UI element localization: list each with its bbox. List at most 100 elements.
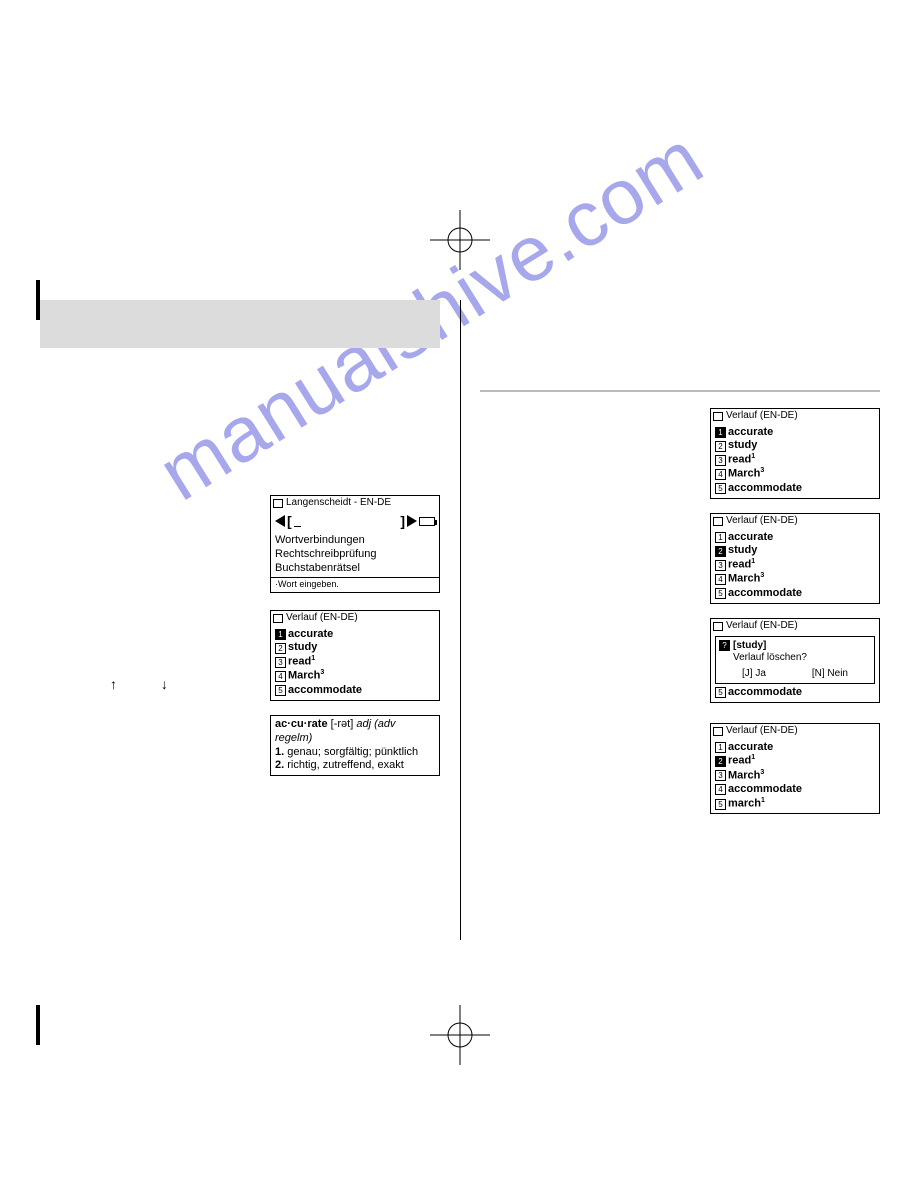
screen-header: Verlauf (EN-DE) — [711, 619, 879, 634]
item-word: accommodate — [288, 684, 362, 698]
pos-cont: regelm) — [275, 732, 312, 744]
dialog-no[interactable]: [N] Nein — [812, 668, 848, 681]
sense-line: 2. richtig, zutreffend, exakt — [275, 759, 435, 773]
definition-body: ac·cu·rate [-rət] adj (adv regelm) 1. ge… — [271, 716, 439, 775]
right-triangle-icon — [407, 515, 417, 527]
item-word: accurate — [728, 531, 773, 545]
dialog-yes[interactable]: [J] Ja — [742, 668, 766, 681]
dialog-word: [study] — [733, 640, 766, 651]
sense-text: richtig, zutreffend, exakt — [287, 759, 404, 771]
phonetic: [-rət] — [331, 718, 354, 730]
left-triangle-icon — [275, 515, 285, 527]
item-word: accommodate — [728, 783, 802, 797]
item-index: 4 — [275, 671, 286, 682]
list-item: 3read1 — [715, 453, 875, 467]
list-body: 1accurate 2study 3read1 4March3 5accommo… — [711, 424, 879, 498]
item-word: accurate — [288, 628, 333, 642]
registration-mark-bottom — [430, 1005, 490, 1065]
tab-icon — [273, 614, 283, 623]
menu-item: Buchstabenrätsel — [275, 562, 435, 576]
list-item: 3read1 — [715, 558, 875, 572]
menu-body: Wortverbindungen Rechtschreibprüfung Buc… — [271, 532, 439, 577]
list-item: 1accurate — [275, 628, 435, 642]
list-item: 5accommodate — [275, 684, 435, 698]
item-word: read — [728, 454, 751, 466]
screen-definition: ac·cu·rate [-rət] adj (adv regelm) 1. ge… — [270, 715, 440, 776]
item-sup: 1 — [761, 797, 765, 804]
list-item: 2read1 — [715, 754, 875, 768]
list-item: 5accommodate — [715, 482, 875, 496]
item-index: 5 — [715, 483, 726, 494]
tab-icon — [713, 412, 723, 421]
item-index: 2 — [715, 546, 726, 557]
item-word: accurate — [728, 741, 773, 755]
nav-arrows: ↑ ↓ — [110, 676, 208, 692]
screen-verlauf-a: Verlauf (EN-DE) 1accurate 2study 3read1 … — [270, 610, 440, 701]
list-item: 5accommodate — [715, 686, 875, 700]
definition-head: ac·cu·rate [-rət] adj (adv — [275, 718, 435, 732]
header-text: Verlauf (EN-DE) — [726, 515, 798, 528]
header-text: Verlauf (EN-DE) — [286, 612, 358, 625]
item-index: 3 — [275, 657, 286, 668]
registration-mark-top — [430, 210, 490, 270]
item-index: 1 — [715, 427, 726, 438]
list-item: 1accurate — [715, 531, 875, 545]
tab-icon — [713, 727, 723, 736]
item-sup: 3 — [760, 572, 764, 579]
item-index: 1 — [715, 742, 726, 753]
menu-item: Rechtschreibprüfung — [275, 548, 435, 562]
screen-verlauf-c: Verlauf (EN-DE) 1accurate 2study 3read1 … — [710, 513, 880, 604]
list-item: 3read1 — [275, 655, 435, 669]
right-column-rule — [480, 390, 880, 392]
bracket-right: ] — [400, 513, 405, 531]
item-index: 3 — [715, 770, 726, 781]
item-word: accommodate — [728, 686, 802, 700]
list-item: 4March3 — [275, 669, 435, 683]
item-word: study — [288, 641, 317, 655]
item-word: March — [288, 670, 320, 682]
item-word: march — [728, 797, 761, 809]
sense-num: 1. — [275, 746, 284, 758]
list-item: 5accommodate — [715, 587, 875, 601]
screen-verlauf-e: Verlauf (EN-DE) 1accurate 2read1 3March3… — [710, 723, 880, 814]
header-text: Verlauf (EN-DE) — [726, 725, 798, 738]
confirm-dialog: ?[study] Verlauf löschen? [J] Ja [N] Nei… — [715, 636, 875, 685]
pos: adj (adv — [356, 718, 395, 730]
section-header-bar — [40, 300, 440, 348]
item-index: 4 — [715, 784, 726, 795]
list-body: 5accommodate — [711, 686, 879, 702]
list-item: 2study — [715, 544, 875, 558]
header-text: Verlauf (EN-DE) — [726, 410, 798, 423]
item-index: 1 — [275, 629, 286, 640]
list-item: 5march1 — [715, 797, 875, 811]
item-index: 3 — [715, 560, 726, 571]
item-index: 5 — [715, 799, 726, 810]
item-word: read — [728, 559, 751, 571]
item-word: March — [728, 468, 760, 480]
cursor-icon — [294, 516, 301, 527]
item-index: 2 — [715, 441, 726, 452]
item-word: read — [288, 656, 311, 668]
tab-icon — [713, 622, 723, 631]
question-icon: ? — [719, 640, 730, 651]
list-item: 4March3 — [715, 572, 875, 586]
item-sup: 3 — [760, 769, 764, 776]
arrow-down-icon: ↓ — [161, 676, 168, 692]
screen-header: Verlauf (EN-DE) — [271, 611, 439, 626]
arrow-up-icon: ↑ — [110, 676, 117, 692]
screen-verlauf-dialog: Verlauf (EN-DE) ?[study] Verlauf löschen… — [710, 618, 880, 703]
item-sup: 3 — [320, 669, 324, 676]
screen-langenscheidt-menu: Langenscheidt - EN-DE [ ] Wortverbindung… — [270, 495, 440, 593]
screen-header: Verlauf (EN-DE) — [711, 724, 879, 739]
header-text: Verlauf (EN-DE) — [726, 620, 798, 633]
dialog-question: Verlauf löschen? — [733, 652, 871, 665]
item-index: 1 — [715, 532, 726, 543]
item-index: 4 — [715, 469, 726, 480]
item-word: read — [728, 755, 751, 767]
item-sup: 3 — [760, 467, 764, 474]
item-sup: 1 — [751, 558, 755, 565]
item-index: 2 — [715, 756, 726, 767]
list-body: 1accurate 2read1 3March3 4accommodate 5m… — [711, 739, 879, 814]
screen-footer: ·Wort eingeben. — [271, 577, 439, 591]
list-item: 2study — [275, 641, 435, 655]
